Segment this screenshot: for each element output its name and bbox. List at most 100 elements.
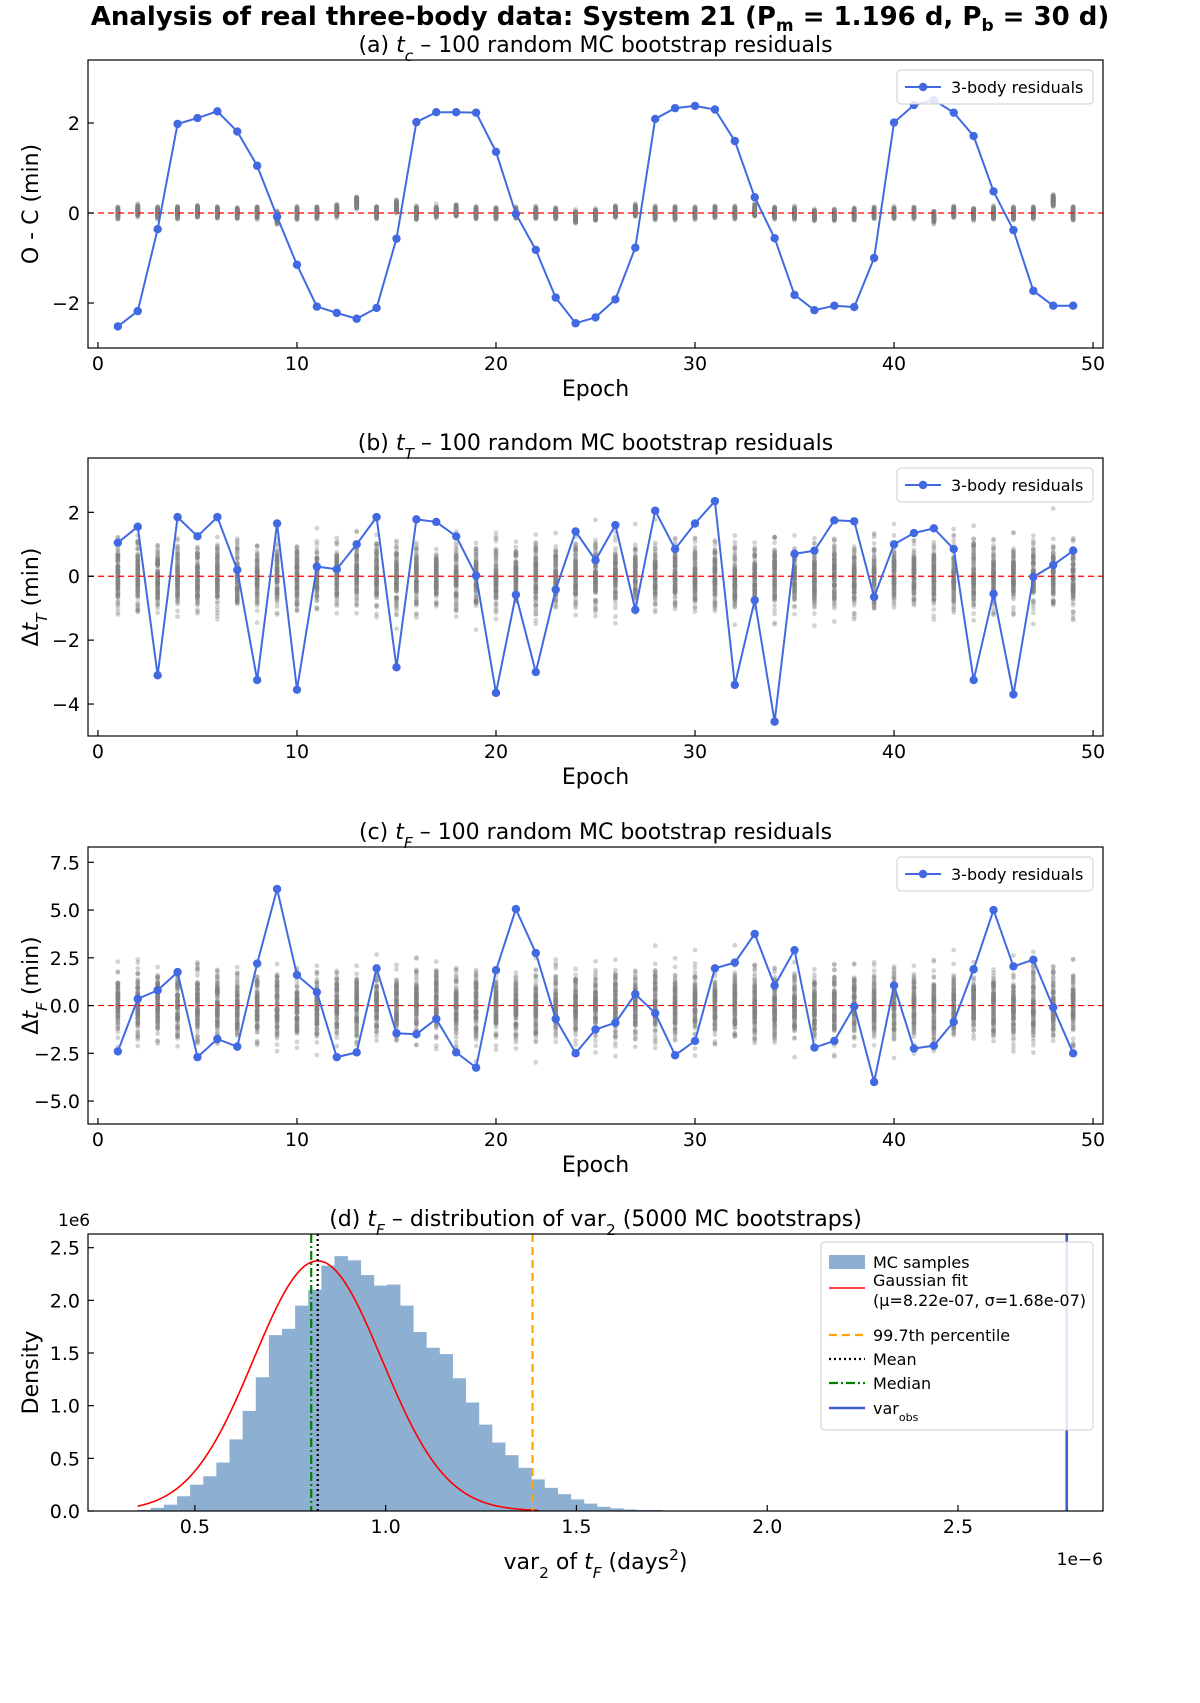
mc-sample-point: [155, 210, 161, 216]
residual-point: [372, 303, 381, 313]
mc-sample-point: [135, 208, 141, 213]
residual-point: [511, 209, 521, 219]
mc-sample-point: [115, 213, 121, 218]
mc-sample-point: [175, 206, 180, 212]
y-tick-label: 0: [68, 203, 80, 225]
mc-sample-point: [175, 204, 180, 210]
mc-sample-point: [135, 202, 141, 208]
mc-sample-point: [135, 215, 141, 220]
mc-sample-point: [115, 206, 121, 212]
mc-sample-point: [234, 207, 240, 213]
mc-sample-point: [135, 210, 141, 216]
mc-sample-point: [115, 213, 121, 219]
mc-sample-point: [155, 205, 161, 210]
residual-point: [790, 290, 799, 300]
mc-sample-point: [115, 205, 121, 210]
mc-sample-point: [155, 212, 161, 218]
mc-sample-point: [155, 213, 161, 218]
x-tick-label: 10: [285, 353, 309, 375]
mc-sample-point: [115, 213, 121, 219]
residual-point: [471, 108, 481, 117]
mc-sample-point: [234, 213, 240, 218]
mc-sample-point: [115, 215, 121, 221]
mc-sample-point: [155, 208, 161, 214]
mc-sample-point: [1030, 205, 1036, 211]
mc-sample-point: [175, 208, 180, 214]
mc-sample-point: [115, 213, 121, 219]
mc-sample-point: [175, 213, 180, 219]
residual-point: [810, 306, 819, 315]
mc-sample-point: [155, 205, 161, 211]
mc-sample-point: [115, 206, 121, 212]
mc-sample-point: [135, 205, 141, 211]
mc-sample-point: [155, 212, 161, 218]
mc-sample-point: [135, 205, 141, 211]
mc-sample-point: [155, 207, 161, 212]
mc-sample-point: [175, 210, 180, 216]
mc-sample-point: [155, 208, 161, 213]
mc-sample-point: [135, 210, 141, 216]
mc-sample-point: [135, 205, 141, 211]
residual-point: [850, 302, 859, 312]
mc-sample-point: [135, 205, 141, 211]
mc-sample-point: [135, 208, 141, 214]
mc-sample-point: [195, 204, 200, 210]
mc-sample-point: [155, 208, 161, 214]
residual-point: [1068, 301, 1078, 310]
mc-sample-point: [155, 204, 161, 210]
mc-sample-point: [115, 210, 121, 216]
mc-sample-point: [155, 207, 161, 212]
mc-sample-point: [214, 211, 220, 217]
mc-sample-point: [115, 212, 121, 218]
mc-sample-point: [115, 213, 121, 219]
mc-sample-point: [155, 212, 161, 218]
mc-sample-point: [175, 210, 180, 216]
mc-sample-point: [394, 207, 399, 213]
mc-sample-point: [115, 207, 121, 213]
mc-sample-point: [155, 207, 161, 213]
mc-sample-point: [115, 213, 121, 219]
mc-sample-point: [115, 205, 121, 211]
mc-sample-point: [135, 203, 141, 208]
mc-sample-point: [553, 214, 559, 220]
mc-sample-point: [115, 213, 121, 219]
mc-sample-point: [175, 204, 180, 210]
mc-sample-point: [911, 214, 917, 220]
mc-sample-point: [115, 215, 121, 221]
mc-sample-point: [314, 213, 320, 219]
mc-sample-point: [593, 215, 598, 220]
residual-point: [551, 293, 560, 302]
mc-sample-point: [135, 210, 141, 216]
residual-point: [252, 161, 262, 170]
mc-sample-point: [155, 208, 161, 214]
mc-sample-point: [155, 207, 161, 212]
mc-sample-point: [155, 204, 161, 210]
mc-sample-point: [155, 210, 161, 215]
mc-sample-point: [195, 207, 200, 213]
mc-sample-point: [195, 203, 200, 209]
mc-sample-point: [672, 209, 678, 215]
mc-sample-point: [115, 214, 121, 220]
mc-sample-point: [175, 207, 180, 213]
mc-sample-point: [135, 208, 141, 214]
residual-point: [690, 101, 700, 111]
mc-sample-point: [155, 207, 161, 212]
mc-sample-point: [115, 210, 121, 216]
mc-sample-point: [374, 213, 379, 219]
mc-sample-point: [135, 207, 141, 213]
residual-point: [830, 301, 839, 310]
mc-sample-point: [1030, 214, 1036, 220]
mc-sample-point: [155, 212, 161, 218]
residual-point: [432, 108, 441, 117]
residual-point: [949, 108, 958, 117]
mc-sample-point: [632, 204, 638, 209]
mc-sample-point: [175, 211, 180, 216]
mc-sample-point: [195, 210, 200, 216]
mc-sample-point: [115, 210, 121, 216]
mc-sample-point: [135, 207, 141, 213]
mc-sample-point: [115, 207, 121, 213]
mc-sample-point: [593, 207, 598, 213]
mc-sample-point: [115, 213, 121, 219]
mc-sample-point: [354, 197, 360, 203]
mc-sample-point: [135, 207, 141, 213]
